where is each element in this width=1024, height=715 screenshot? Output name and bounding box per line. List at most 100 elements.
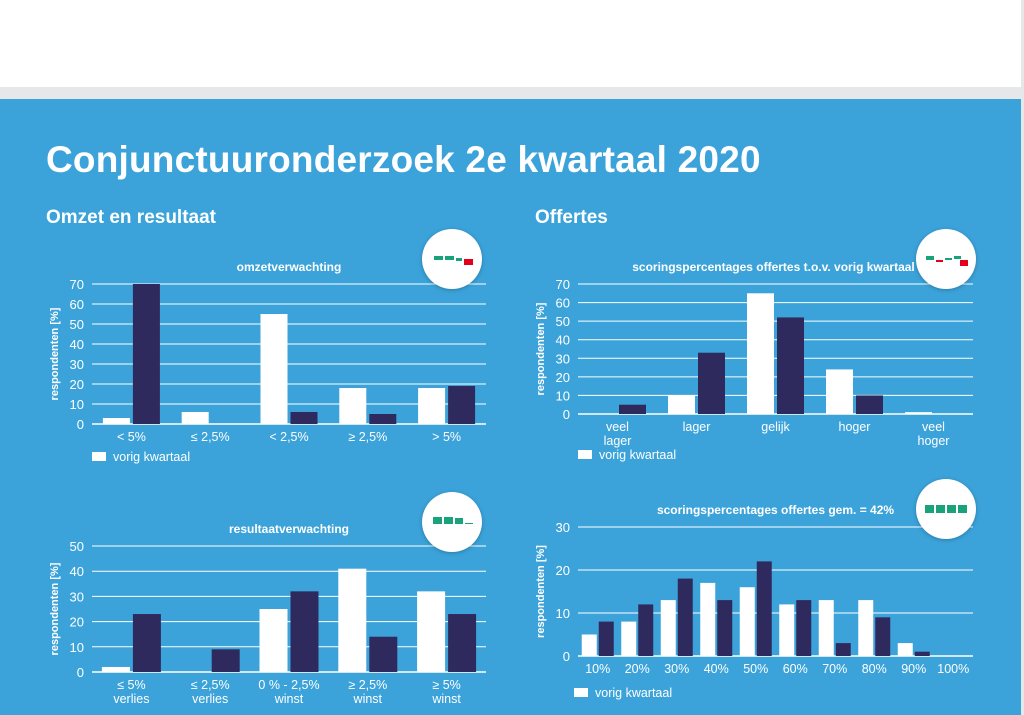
y-axis-label: respondenten [%] — [49, 562, 61, 655]
section-title-omzet: Omzet en resultaat — [46, 207, 216, 228]
header-divider — [0, 87, 1024, 99]
x-category-label: veel — [922, 420, 945, 434]
legend-swatch — [92, 452, 106, 461]
bar-vorig-kwartaal — [826, 369, 853, 414]
x-category-label: 40% — [704, 662, 729, 676]
bar-huidig-kwartaal — [598, 621, 614, 656]
chart-offertes-vorig-kwartaal: 0 10 20 30 40 50 60 70 scoringspercentages offer… — [535, 260, 973, 462]
x-category-label: < 2,5% — [269, 430, 308, 444]
y-tick-label: 40 — [556, 333, 570, 348]
chart-title: scoringspercentages offertes gem. = 42% — [657, 503, 894, 517]
x-category-label: ≥ 5% — [432, 678, 460, 692]
bar-vorig-kwartaal — [101, 666, 130, 672]
x-category-label: lager — [683, 420, 711, 434]
bar-huidig-kwartaal — [369, 414, 397, 424]
trend-mixed-icon — [926, 256, 968, 266]
bar-vorig-kwartaal — [660, 600, 676, 656]
chart-offertes-gemiddeld: 0 10 20 30 scoringspercentages offertes gem.… — [535, 503, 973, 700]
chart-title: resultaatverwachting — [229, 522, 349, 536]
bar-vorig-kwartaal — [700, 582, 716, 656]
page-title: Conjunctuuronderzoek 2e kwartaal 2020 — [46, 139, 761, 180]
y-tick-label: 20 — [70, 377, 84, 392]
y-tick-label: 70 — [556, 277, 570, 292]
y-tick-label: 50 — [70, 539, 84, 554]
y-tick-label: 20 — [556, 563, 570, 578]
bar-huidig-kwartaal — [914, 651, 930, 656]
chart-title: omzetverwachting — [237, 260, 342, 274]
x-category-label: 90% — [901, 662, 926, 676]
bar-huidig-kwartaal — [677, 578, 693, 656]
y-tick-label: 20 — [556, 370, 570, 385]
bar-vorig-kwartaal — [417, 591, 446, 672]
bar-vorig-kwartaal — [858, 600, 874, 656]
x-category-label: 80% — [862, 662, 887, 676]
x-category-label: veel — [606, 420, 629, 434]
y-tick-label: 50 — [556, 314, 570, 329]
bar-vorig-kwartaal — [181, 412, 209, 424]
y-tick-label: 50 — [70, 317, 84, 332]
y-tick-label: 0 — [77, 665, 84, 680]
y-axis-label: respondenten [%] — [535, 545, 547, 638]
top-whitespace — [0, 0, 1024, 87]
x-category-label: 0 % - 2,5% — [258, 678, 319, 692]
x-category-label: ≤ 5% — [117, 678, 145, 692]
legend-swatch — [574, 688, 588, 697]
x-category-label: 20% — [625, 662, 650, 676]
x-category-label: ≥ 2,5% — [348, 678, 387, 692]
infographic-panel: Conjunctuuronderzoek 2e kwartaal 2020 Om… — [0, 99, 1021, 715]
bar-huidig-kwartaal — [796, 600, 812, 656]
bar-vorig-kwartaal — [818, 600, 834, 656]
x-category-label: > 5% — [432, 430, 461, 444]
trend-badge-resultaat — [422, 492, 482, 552]
right-edge-border — [1021, 0, 1024, 715]
bar-huidig-kwartaal — [290, 412, 318, 424]
trend-badge-omzet — [422, 229, 482, 289]
trend-down-icon — [434, 256, 473, 265]
bar-huidig-kwartaal — [132, 614, 161, 672]
bar-huidig-kwartaal — [835, 643, 851, 656]
y-tick-label: 60 — [556, 296, 570, 311]
legend-label: vorig kwartaal — [599, 448, 676, 462]
chart-title: scoringspercentages offertes t.o.v. vori… — [632, 260, 915, 274]
legend-label: vorig kwartaal — [595, 686, 672, 700]
bar-huidig-kwartaal — [756, 561, 772, 656]
y-tick-label: 0 — [77, 417, 84, 432]
y-tick-label: 30 — [556, 351, 570, 366]
bar-huidig-kwartaal — [211, 649, 240, 672]
x-category-label: 70% — [822, 662, 847, 676]
bar-huidig-kwartaal — [448, 386, 476, 424]
bar-huidig-kwartaal — [132, 284, 160, 424]
x-category-label: < 5% — [117, 430, 146, 444]
bar-huidig-kwartaal — [717, 600, 733, 656]
bar-huidig-kwartaal — [290, 591, 319, 672]
x-category-label: lager — [604, 434, 632, 448]
bar-vorig-kwartaal — [905, 412, 932, 414]
x-category-label: winst — [274, 692, 304, 706]
y-tick-label: 0 — [563, 407, 570, 422]
bar-vorig-kwartaal — [339, 388, 367, 424]
bar-huidig-kwartaal — [698, 352, 725, 414]
trend-badge-offertes — [916, 229, 976, 289]
bar-vorig-kwartaal — [747, 293, 774, 414]
bar-vorig-kwartaal — [338, 568, 367, 672]
bar-vorig-kwartaal — [897, 643, 913, 656]
bar-huidig-kwartaal — [638, 604, 654, 656]
bar-huidig-kwartaal — [777, 317, 804, 414]
x-category-label: 100% — [937, 662, 969, 676]
bar-vorig-kwartaal — [418, 388, 446, 424]
y-axis-label: respondenten [%] — [535, 302, 547, 395]
x-category-label: ≤ 2,5% — [191, 678, 230, 692]
x-category-label: ≥ 2,5% — [348, 430, 387, 444]
y-tick-label: 30 — [70, 589, 84, 604]
chart-resultaatverwachting: 0 10 20 30 40 50 resultaatverwachting responden… — [49, 522, 486, 706]
chart-omzetverwachting: 0 10 20 30 40 50 60 70 omzetverwachting responden… — [49, 260, 486, 464]
x-category-label: ≤ 2,5% — [191, 430, 230, 444]
x-category-label: hoger — [918, 434, 950, 448]
x-category-label: verlies — [113, 692, 149, 706]
trend-badge-gemiddeld — [916, 479, 976, 539]
bar-vorig-kwartaal — [621, 621, 637, 656]
bar-huidig-kwartaal — [619, 404, 646, 414]
y-tick-label: 10 — [70, 397, 84, 412]
y-tick-label: 0 — [563, 649, 570, 664]
section-title-offertes: Offertes — [535, 207, 608, 228]
